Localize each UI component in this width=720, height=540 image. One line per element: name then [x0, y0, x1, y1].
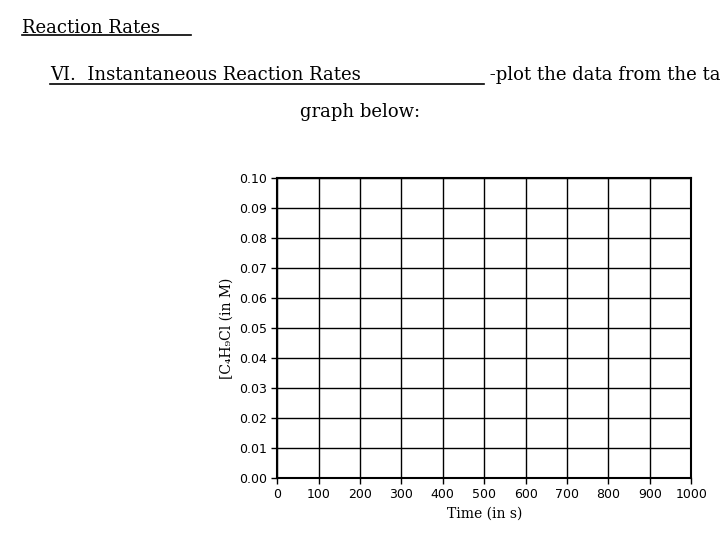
Text: Reaction Rates: Reaction Rates	[22, 19, 160, 37]
Text: graph below:: graph below:	[300, 103, 420, 120]
Y-axis label: [C₄H₉Cl (in M): [C₄H₉Cl (in M)	[219, 278, 233, 379]
Text: -plot the data from the table on the: -plot the data from the table on the	[484, 66, 720, 84]
X-axis label: Time (in s): Time (in s)	[446, 507, 522, 521]
Text: VI.  Instantaneous Reaction Rates: VI. Instantaneous Reaction Rates	[50, 66, 361, 84]
